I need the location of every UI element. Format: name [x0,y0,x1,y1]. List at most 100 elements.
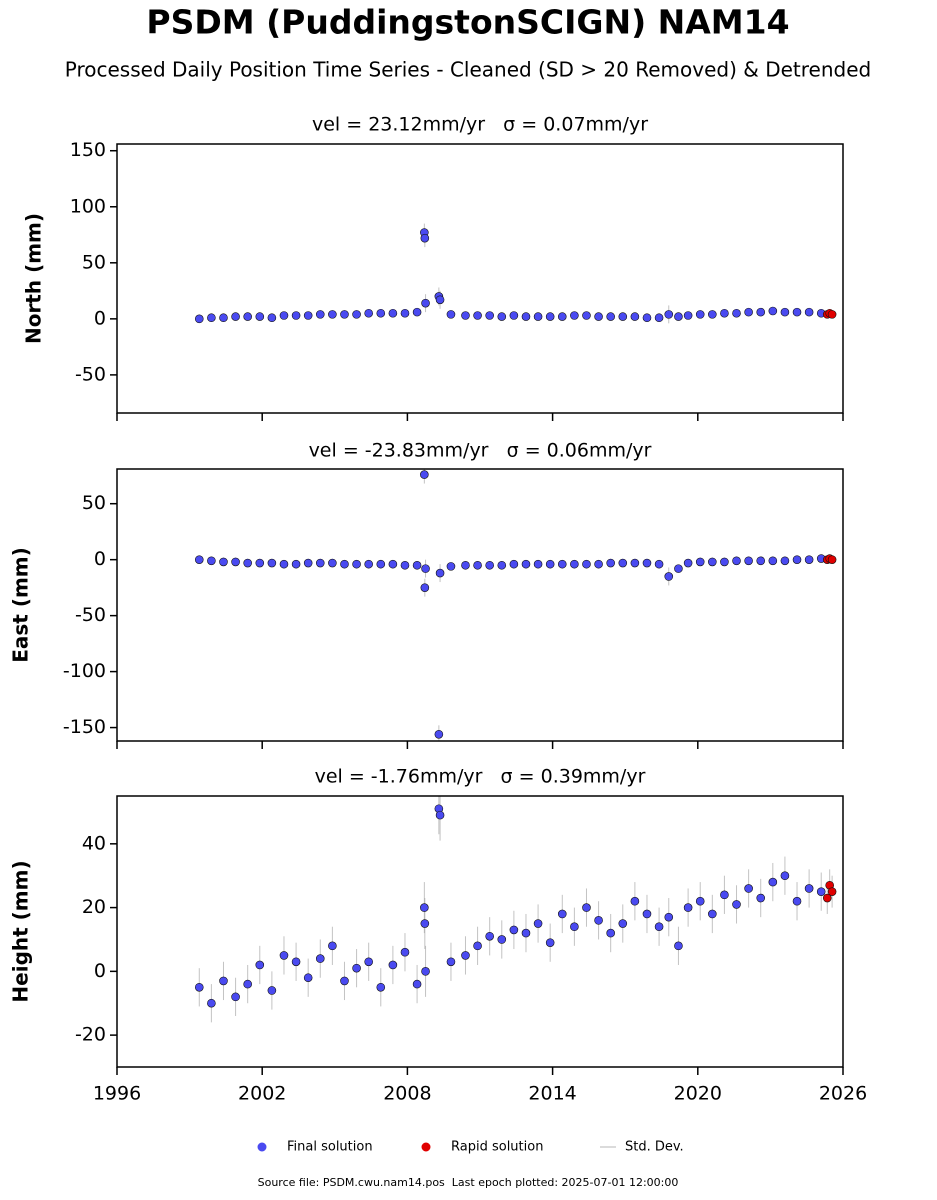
y-tick-label: 0 [94,548,106,570]
data-point [303,311,313,320]
legend-marker [421,1142,431,1152]
y-tick-label: -50 [75,363,106,385]
data-point [695,896,705,906]
y-tick-label: -20 [75,1024,106,1046]
data-point [421,564,430,573]
data-point [533,312,543,321]
data-point [267,986,277,995]
data-point [473,560,482,570]
data-point [732,900,741,909]
legend-label: Final solution [287,1140,373,1155]
data-point [509,559,519,569]
data-point [255,960,265,970]
figure-title: PSDM (PuddingstonSCIGN) NAM14 [146,3,789,42]
data-point [352,559,361,569]
data-point [642,558,652,568]
data-point [521,559,531,569]
data-point [708,557,717,567]
data-point [352,963,361,973]
data-point [756,307,766,317]
data-point [446,957,456,967]
data-point [255,312,265,321]
data-point [732,308,741,318]
data-point [780,556,790,566]
x-tick-label: 2014 [528,1083,576,1105]
data-point [231,312,240,321]
legend-label: Std. Dev. [625,1140,684,1155]
data-point [267,313,277,323]
data-point [827,555,837,564]
data-point [421,967,430,976]
data-point [618,558,628,568]
data-point [364,559,373,569]
panel-title: vel = -1.76mm/yr σ = 0.39mm/yr [315,766,646,788]
y-axis-label: Height (mm) [9,860,33,1002]
data-point [630,896,640,906]
data-point [207,998,216,1008]
data-point [340,559,349,569]
data-point [400,947,410,957]
data-point [243,558,252,568]
y-tick-label: 100 [70,195,106,217]
x-tick-label: 2008 [383,1083,431,1105]
data-point [434,729,444,739]
data-point [340,976,349,986]
data-point [435,810,445,820]
data-point [683,903,693,912]
data-point [207,556,216,566]
data-point [243,312,252,321]
data-point [412,979,422,989]
data-point [557,312,567,321]
data-point [768,556,778,566]
data-point [194,555,204,564]
data-point [708,310,717,319]
data-point [533,559,543,569]
data-point [473,941,482,951]
x-tick-label: 2020 [674,1083,722,1105]
data-point [388,559,398,569]
data-point [804,555,814,564]
data-point [683,311,693,320]
data-point [328,941,337,951]
data-point [780,307,790,317]
data-point [207,313,216,323]
x-tick-label: 2002 [238,1083,286,1105]
data-point [388,308,398,318]
data-point [231,557,240,567]
data-point [521,928,531,938]
data-point [376,559,386,569]
data-point [279,951,289,960]
data-point [654,922,664,932]
data-point [664,572,674,581]
data-point [509,925,519,935]
data-point [400,308,410,318]
data-point [461,560,470,570]
data-point [400,560,410,570]
data-point [194,982,204,992]
data-point [545,559,555,569]
data-point [376,982,386,992]
data-point [315,558,325,568]
data-point [792,555,802,564]
data-point [352,310,361,319]
data-point [194,314,204,324]
data-point [420,583,430,592]
data-point [279,559,289,569]
y-tick-label: -100 [63,660,106,682]
y-tick-label: 0 [94,960,106,982]
data-point [606,558,615,568]
data-point [695,557,705,567]
data-point [420,233,430,243]
data-point [720,557,729,567]
data-point [654,559,664,569]
data-point [219,557,228,567]
data-point [642,313,652,323]
data-point [328,310,337,319]
data-point [582,559,591,569]
data-point [412,560,422,570]
data-point [420,903,429,912]
data-point [570,922,579,932]
panel-title: vel = -23.83mm/yr σ = 0.06mm/yr [309,440,652,462]
data-point [744,884,753,893]
